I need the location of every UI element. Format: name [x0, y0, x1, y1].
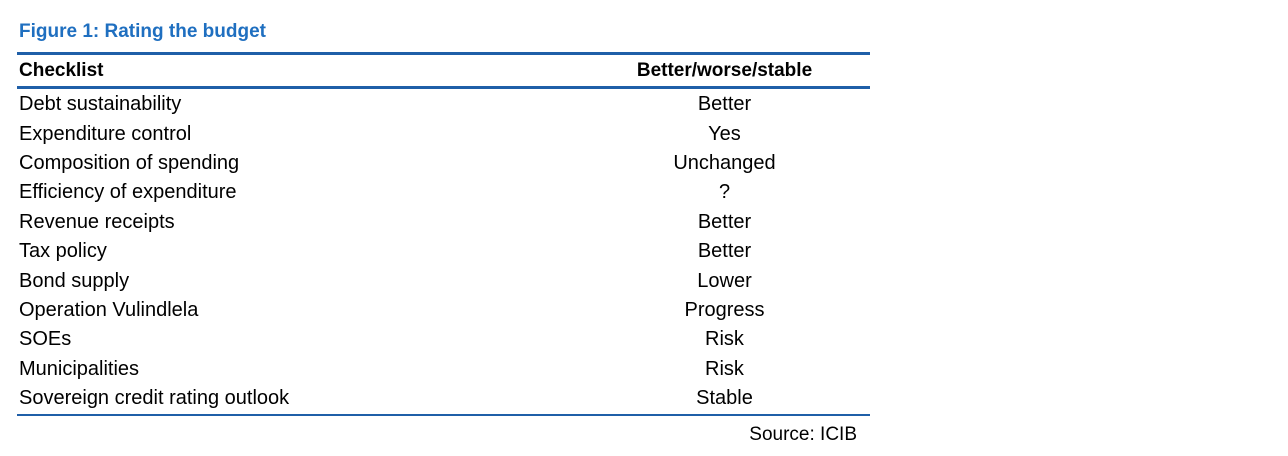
- table-row: Efficiency of expenditure ?: [17, 178, 870, 207]
- table-row: SOEs Risk: [17, 325, 870, 354]
- source-note: Source: ICIB: [749, 424, 857, 446]
- rating-value: Better: [697, 93, 752, 116]
- rating-value: Better: [697, 210, 752, 233]
- rating-value: Unchanged: [673, 151, 776, 174]
- checklist-item: Bond supply: [19, 269, 130, 292]
- checklist-item: Tax policy: [19, 240, 107, 263]
- checklist-item: Municipalities: [19, 357, 140, 380]
- rating-value: Stable: [696, 387, 753, 410]
- header-row: Checklist Better/worse/stable: [17, 55, 870, 88]
- table-row: Bond supply Lower: [17, 266, 870, 295]
- rating-value: Risk: [705, 357, 744, 380]
- checklist-item: SOEs: [19, 328, 72, 351]
- top-rule: [17, 52, 870, 55]
- checklist-item: Revenue receipts: [19, 210, 175, 233]
- checklist-item: Sovereign credit rating outlook: [19, 387, 290, 410]
- rating-value: Better: [697, 240, 752, 263]
- rating-value: Progress: [684, 298, 765, 321]
- rating-value: ?: [718, 181, 731, 204]
- rating-value: Risk: [705, 328, 744, 351]
- table-row: Municipalities Risk: [17, 355, 870, 384]
- table-row: Debt sustainability Better: [17, 88, 870, 120]
- checklist-item: Operation Vulindlela: [19, 298, 199, 321]
- table-header: Checklist Better/worse/stable: [17, 55, 870, 88]
- rating-table: Checklist Better/worse/stable Debt susta…: [17, 55, 870, 413]
- table-row: Expenditure control Yes: [17, 119, 870, 148]
- checklist-item: Debt sustainability: [19, 93, 182, 116]
- table-row: Revenue receipts Better: [17, 208, 870, 237]
- checklist-item: Composition of spending: [19, 151, 240, 174]
- table-row: Composition of spending Unchanged: [17, 149, 870, 178]
- rating-value: Lower: [697, 269, 752, 292]
- table-row: Operation Vulindlela Progress: [17, 296, 870, 325]
- table-row: Tax policy Better: [17, 237, 870, 266]
- figure-title: Figure 1: Rating the budget: [19, 21, 266, 42]
- checklist-item: Efficiency of expenditure: [19, 181, 237, 204]
- bottom-rule: [17, 414, 870, 417]
- figure-container: Figure 1: Rating the budget Checklist Be…: [17, 18, 870, 448]
- header-rating: Better/worse/stable: [636, 60, 813, 81]
- header-checklist: Checklist: [19, 60, 104, 81]
- checklist-item: Expenditure control: [19, 122, 192, 145]
- rating-value: Yes: [708, 122, 741, 145]
- table-row: Sovereign credit rating outlook Stable: [17, 384, 870, 413]
- table-body: Debt sustainability Better Expenditure c…: [17, 88, 870, 414]
